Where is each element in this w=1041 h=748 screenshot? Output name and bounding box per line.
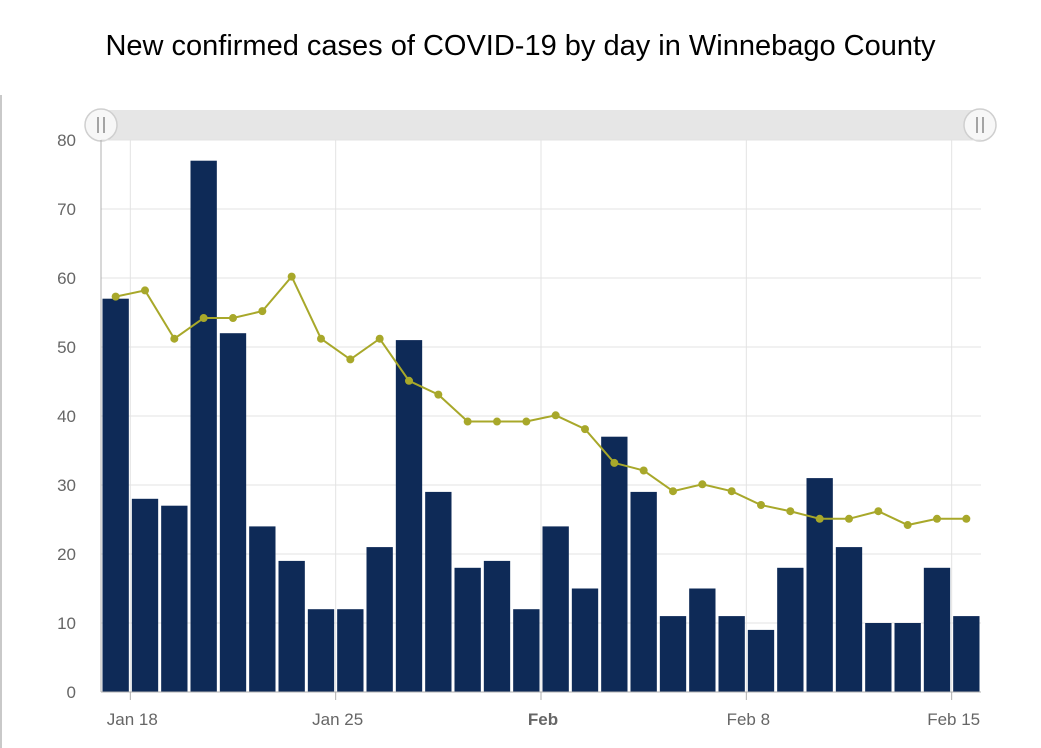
line-point[interactable] [229,314,237,323]
bar[interactable] [161,505,188,692]
x-tick-label: Jan 18 [107,710,158,729]
line-point[interactable] [845,514,853,523]
line-point[interactable] [874,507,883,516]
line-point[interactable] [757,501,765,510]
line-point[interactable] [639,466,648,475]
trend-line [115,274,967,527]
line-point[interactable] [405,376,413,385]
y-tick-label: 70 [57,200,76,219]
line-point[interactable] [727,487,736,496]
bar[interactable] [307,609,335,692]
line-point[interactable] [815,514,824,523]
bar[interactable] [219,333,247,692]
bar[interactable] [190,160,217,692]
vertical-gridlines [129,140,953,692]
line-point[interactable] [698,480,707,489]
bar[interactable] [630,491,657,692]
x-tick-label: Feb 15 [927,710,980,729]
bar[interactable] [689,588,716,693]
line-point[interactable] [375,334,384,343]
bar[interactable] [865,623,892,692]
bar[interactable] [747,629,775,692]
range-handle-left[interactable] [84,108,118,142]
bar[interactable] [366,547,393,692]
line-point[interactable] [610,458,619,467]
line-point[interactable] [111,292,120,301]
y-tick-label: 80 [57,131,76,150]
range-selector[interactable] [84,108,997,142]
bar[interactable] [454,567,481,692]
line-point[interactable] [581,425,589,434]
bar[interactable] [425,491,452,692]
bar[interactable] [777,567,804,692]
line-point[interactable] [903,521,912,530]
y-tick-label: 10 [57,614,76,633]
chart-title: New confirmed cases of COVID-19 by day i… [105,30,936,62]
line-point[interactable] [287,272,296,281]
line-point[interactable] [669,487,677,496]
y-tick-label: 20 [57,545,76,564]
left-divider [0,95,2,748]
bar[interactable] [923,567,951,692]
bar[interactable] [249,526,276,692]
y-tick-label: 40 [57,407,76,426]
bar[interactable] [718,616,745,692]
bar[interactable] [102,298,129,692]
bar[interactable] [542,526,569,692]
bar[interactable] [131,498,159,692]
line-point[interactable] [199,314,208,323]
bar[interactable] [337,609,364,692]
line-point[interactable] [933,514,941,523]
line-point[interactable] [434,390,443,399]
line-point[interactable] [493,417,501,426]
line-point[interactable] [170,334,179,343]
range-selector-track[interactable] [100,110,981,140]
line-point[interactable] [551,411,560,420]
bar[interactable] [601,436,628,692]
line-series [111,272,971,530]
line-point[interactable] [463,417,472,426]
x-tick-label: Jan 25 [312,710,363,729]
line-point[interactable] [786,507,795,516]
bar[interactable] [835,547,863,692]
bar[interactable] [894,623,921,692]
bar-series [102,160,980,693]
bar[interactable] [659,616,687,692]
bar[interactable] [395,340,423,692]
bar[interactable] [571,588,599,693]
range-handle-right[interactable] [963,108,997,142]
bar[interactable] [806,478,833,692]
x-tick-labels: Jan 18 Jan 25 Feb Feb 8 Feb 15 [107,692,980,729]
bar[interactable] [513,609,540,692]
y-tick-label: 60 [57,269,76,288]
line-point[interactable] [962,514,971,523]
y-tick-label: 0 [67,683,76,702]
y-tick-label: 30 [57,476,76,495]
line-point[interactable] [346,355,355,364]
bar[interactable] [483,560,511,692]
y-tick-label: 50 [57,338,76,357]
y-tick-labels: 0 10 20 30 40 50 60 70 80 [57,131,76,702]
bar[interactable] [278,560,305,692]
x-tick-label: Feb [528,710,558,729]
line-point[interactable] [141,286,149,295]
x-tick-label: Feb 8 [727,710,770,729]
line-point[interactable] [258,307,267,316]
bar[interactable] [953,616,980,692]
line-point[interactable] [317,334,325,343]
line-point[interactable] [522,417,531,426]
